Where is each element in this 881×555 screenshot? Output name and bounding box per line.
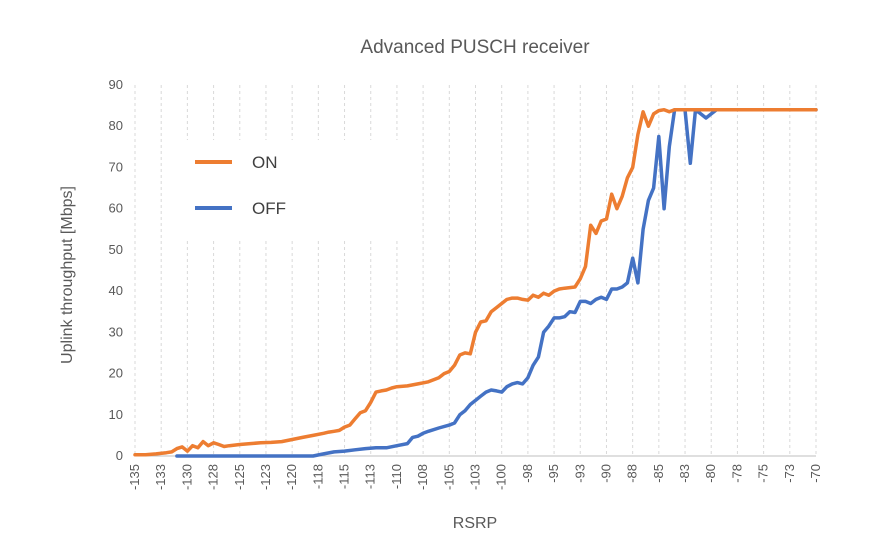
- legend-background: [183, 140, 415, 238]
- x-tick-label: -120: [284, 464, 299, 490]
- x-tick-label: -133: [153, 464, 168, 490]
- y-tick-label: 40: [109, 283, 123, 298]
- x-tick-label: -113: [363, 464, 378, 489]
- x-tick-label: -108: [415, 464, 430, 490]
- series-line-on: [133, 107, 818, 457]
- x-tick-label: -118: [310, 464, 325, 489]
- x-tick-label: -100: [494, 464, 509, 490]
- y-tick-label: 20: [109, 366, 123, 381]
- x-tick-label: -85: [651, 464, 666, 483]
- x-tick-label: -83: [677, 464, 692, 483]
- x-tick-label: -73: [782, 464, 797, 483]
- x-tick-label: -90: [598, 464, 613, 483]
- x-tick-label: -103: [468, 464, 483, 490]
- y-tick-label: 30: [109, 324, 123, 339]
- y-tick-label: 10: [109, 407, 123, 422]
- y-tick-label: 70: [109, 159, 123, 174]
- x-tick-label: -95: [546, 464, 561, 483]
- x-tick-label: -93: [572, 464, 587, 483]
- x-tick-label: -98: [520, 464, 535, 483]
- x-tick-label: -105: [441, 464, 456, 490]
- y-axis-title: Uplink throughput [Mbps]: [59, 186, 76, 364]
- x-tick-label: -128: [206, 464, 221, 490]
- x-tick-label: -130: [179, 464, 194, 490]
- x-tick-label: -135: [127, 464, 142, 490]
- legend-off-label: OFF: [252, 199, 286, 218]
- series-group: [133, 107, 818, 458]
- y-tick-label: 50: [109, 242, 123, 257]
- x-tick-label: -75: [756, 464, 771, 483]
- legend: ON OFF: [183, 140, 415, 238]
- legend-on-label: ON: [252, 153, 278, 172]
- y-tick-label: 60: [109, 201, 123, 216]
- x-tick-label: -123: [258, 464, 273, 490]
- x-axis-title: RSRP: [453, 515, 497, 532]
- y-tick-label: 80: [109, 118, 123, 133]
- x-tick-label: -80: [703, 464, 718, 483]
- y-axis-ticks: 0 10 20 30 40 50 60 70 80 90: [109, 77, 123, 463]
- x-tick-label: -78: [729, 464, 744, 483]
- x-tick-label: -110: [389, 464, 404, 489]
- y-tick-label: 90: [109, 77, 123, 92]
- x-tick-label: -70: [808, 464, 823, 483]
- x-tick-label: -88: [625, 464, 640, 483]
- x-axis-ticks: -135 -133 -130 -128 -125 -123 -120 -118 -115 -113…: [127, 464, 823, 490]
- y-tick-label: 0: [116, 448, 123, 463]
- x-tick-label: -115: [337, 464, 352, 489]
- x-tick-label: -125: [232, 464, 247, 490]
- chart-title: Advanced PUSCH receiver: [360, 37, 590, 58]
